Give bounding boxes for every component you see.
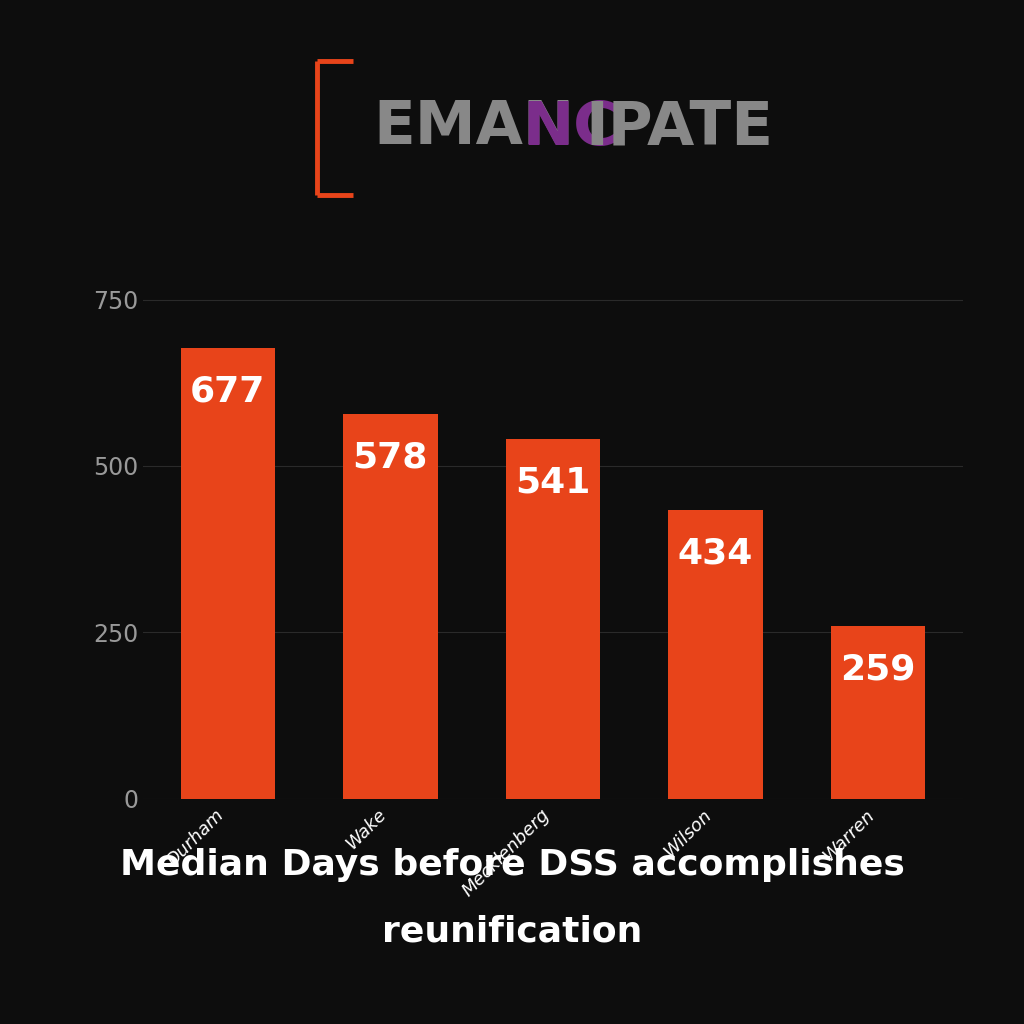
Bar	[506, 438, 600, 799]
Text: 541: 541	[515, 465, 591, 500]
Text: Median Days before DSS accomplishes: Median Days before DSS accomplishes	[120, 848, 904, 883]
Bar	[669, 510, 763, 799]
Text: 677: 677	[190, 375, 265, 409]
Text: 434: 434	[678, 537, 754, 570]
Bar	[180, 348, 274, 799]
Text: reunification: reunification	[382, 914, 642, 949]
Bar	[343, 414, 437, 799]
Text: 578: 578	[352, 440, 428, 475]
Text: IPATE: IPATE	[586, 98, 774, 158]
Bar	[831, 627, 926, 799]
Text: EMAN: EMAN	[374, 98, 574, 158]
Text: 259: 259	[841, 653, 915, 687]
Text: NC: NC	[522, 98, 618, 158]
